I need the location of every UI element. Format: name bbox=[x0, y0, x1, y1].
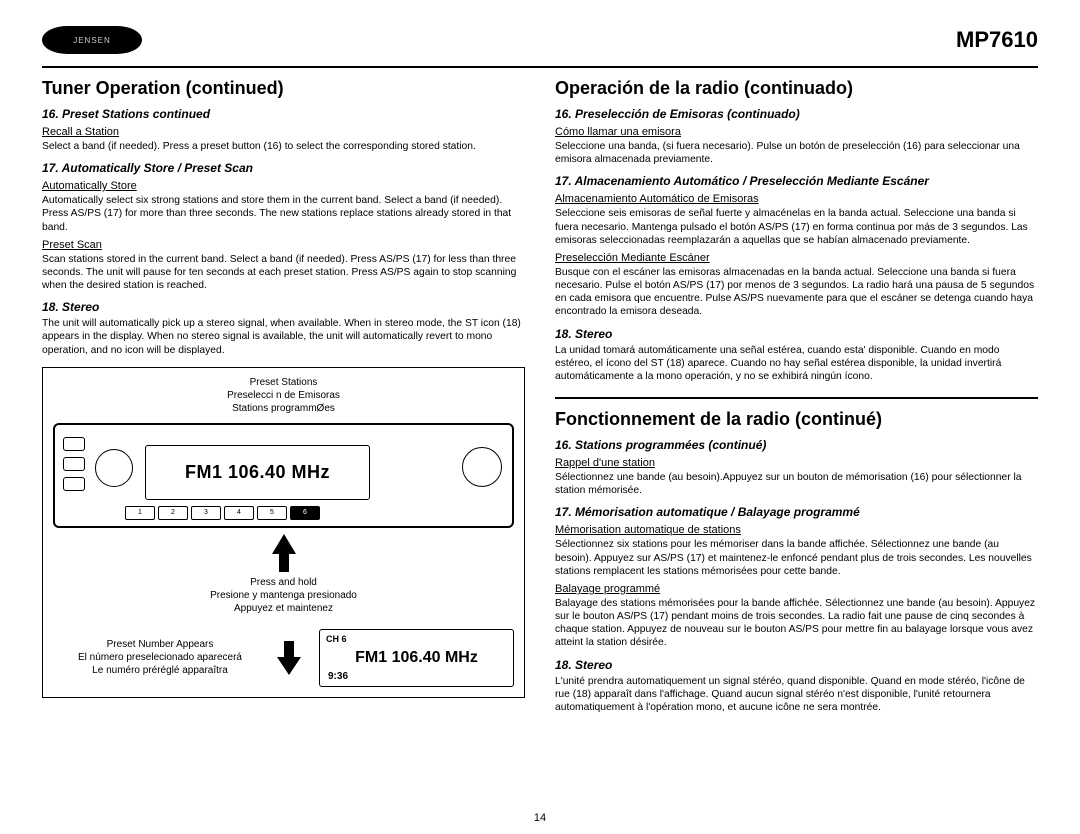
preset-btn-1: 1 bbox=[125, 506, 155, 520]
fr-s2-p1: Sélectionnez six stations pour les mémor… bbox=[555, 538, 1038, 578]
page-header: JENSEN MP7610 bbox=[42, 20, 1038, 60]
radio-main-screen: FM1 106.40 MHz bbox=[145, 445, 370, 500]
lower-label-es: El número preselecionado aparecerá bbox=[53, 651, 267, 664]
fr-s2-heading: 17. Mémorisation automatique / Balayage … bbox=[555, 505, 1038, 519]
radio-diagram: Preset Stations Preselecci n de Emisoras… bbox=[42, 367, 525, 698]
diagram-label-fr: Stations programmØes bbox=[53, 402, 514, 415]
diagram-label-en: Preset Stations bbox=[53, 376, 514, 389]
fr-s3-p: L'unité prendra automatiquement un signa… bbox=[555, 675, 1038, 715]
model-number: MP7610 bbox=[956, 27, 1038, 53]
heading-auto-store: 17. Automatically Store / Preset Scan bbox=[42, 161, 525, 175]
press-hold-caption: Press and hold Presione y mantenga presi… bbox=[53, 576, 514, 615]
content-columns: Tuner Operation (continued) 16. Preset S… bbox=[42, 78, 1038, 716]
heading-stereo: 18. Stereo bbox=[42, 300, 525, 314]
caption-fr: Appuyez et maintenez bbox=[53, 602, 514, 615]
sub-auto-store: Automatically Store bbox=[42, 180, 525, 192]
right-column: Operación de la radio (continuado) 16. P… bbox=[555, 78, 1038, 716]
language-divider bbox=[555, 397, 1038, 399]
preset-btn-5: 5 bbox=[257, 506, 287, 520]
caption-es: Presione y mantenga presionado bbox=[53, 589, 514, 602]
es-s3-p: La unidad tomará automáticamente una señ… bbox=[555, 344, 1038, 384]
fr-s2-sub2: Balayage programmé bbox=[555, 583, 1038, 595]
radio-button-icon bbox=[63, 457, 85, 471]
caption-en: Press and hold bbox=[53, 576, 514, 589]
left-title: Tuner Operation (continued) bbox=[42, 78, 525, 99]
mini-channel: CH 6 bbox=[326, 634, 347, 644]
page-number: 14 bbox=[534, 812, 546, 824]
es-s1-heading: 16. Preselección de Emisoras (continuado… bbox=[555, 107, 1038, 121]
preset-btn-3: 3 bbox=[191, 506, 221, 520]
preset-appears-labels: Preset Number Appears El número preselec… bbox=[53, 638, 267, 677]
preset-btn-4: 4 bbox=[224, 506, 254, 520]
fr-title: Fonctionnement de la radio (continué) bbox=[555, 409, 1038, 430]
radio-mini-screen: CH 6 FM1 106.40 MHz 9:36 bbox=[319, 629, 514, 687]
arrow-up-icon bbox=[53, 534, 514, 572]
lower-label-fr: Le numéro préréglé apparaîtra bbox=[53, 664, 267, 677]
diagram-lower-row: Preset Number Appears El número preselec… bbox=[53, 629, 514, 687]
es-s2-sub1: Almacenamiento Automático de Emisoras bbox=[555, 193, 1038, 205]
es-s2-heading: 17. Almacenamiento Automático / Preselec… bbox=[555, 174, 1038, 188]
arrow-down-icon bbox=[277, 641, 301, 675]
diagram-top-labels: Preset Stations Preselecci n de Emisoras… bbox=[53, 376, 514, 415]
p-auto-store: Automatically select six strong stations… bbox=[42, 194, 525, 234]
sub-recall-station: Recall a Station bbox=[42, 126, 525, 138]
radio-button-icon bbox=[63, 437, 85, 451]
fr-s2-p2: Balayage des stations mémorisées pour la… bbox=[555, 597, 1038, 650]
p-stereo: The unit will automatically pick up a st… bbox=[42, 317, 525, 357]
es-s2-p2: Busque con el escáner las emisoras almac… bbox=[555, 266, 1038, 319]
mini-frequency: FM1 106.40 MHz bbox=[355, 649, 478, 667]
fr-s1-p: Sélectionnez une bande (au besoin).Appuy… bbox=[555, 471, 1038, 497]
brand-logo: JENSEN bbox=[42, 26, 142, 54]
radio-button-icon bbox=[63, 477, 85, 491]
radio-dial-icon bbox=[462, 447, 502, 487]
es-s3-heading: 18. Stereo bbox=[555, 327, 1038, 341]
p-preset-scan: Scan stations stored in the current band… bbox=[42, 253, 525, 293]
p-recall-station: Select a band (if needed). Press a prese… bbox=[42, 140, 525, 153]
es-s1-p: Seleccione una banda, (si fuera necesari… bbox=[555, 140, 1038, 166]
radio-knob-icon bbox=[95, 449, 133, 487]
es-title: Operación de la radio (continuado) bbox=[555, 78, 1038, 99]
diagram-label-es: Preselecci n de Emisoras bbox=[53, 389, 514, 402]
heading-preset-stations: 16. Preset Stations continued bbox=[42, 107, 525, 121]
es-s2-sub2: Preselección Mediante Escáner bbox=[555, 252, 1038, 264]
fr-s2-sub1: Mémorisation automatique de stations bbox=[555, 524, 1038, 536]
left-column: Tuner Operation (continued) 16. Preset S… bbox=[42, 78, 525, 716]
header-divider bbox=[42, 66, 1038, 68]
mini-clock: 9:36 bbox=[328, 671, 348, 682]
preset-btn-2: 2 bbox=[158, 506, 188, 520]
fr-s3-heading: 18. Stereo bbox=[555, 658, 1038, 672]
lower-label-en: Preset Number Appears bbox=[53, 638, 267, 651]
sub-preset-scan: Preset Scan bbox=[42, 239, 525, 251]
preset-button-row: 1 2 3 4 5 6 bbox=[125, 506, 320, 520]
es-s1-sub: Cómo llamar una emisora bbox=[555, 126, 1038, 138]
preset-btn-6-highlighted: 6 bbox=[290, 506, 320, 520]
radio-face-illustration: FM1 106.40 MHz 1 2 3 4 5 6 bbox=[53, 423, 514, 528]
fr-s1-sub: Rappel d'une station bbox=[555, 457, 1038, 469]
es-s2-p1: Seleccione seis emisoras de señal fuerte… bbox=[555, 207, 1038, 247]
fr-s1-heading: 16. Stations programmées (continué) bbox=[555, 438, 1038, 452]
